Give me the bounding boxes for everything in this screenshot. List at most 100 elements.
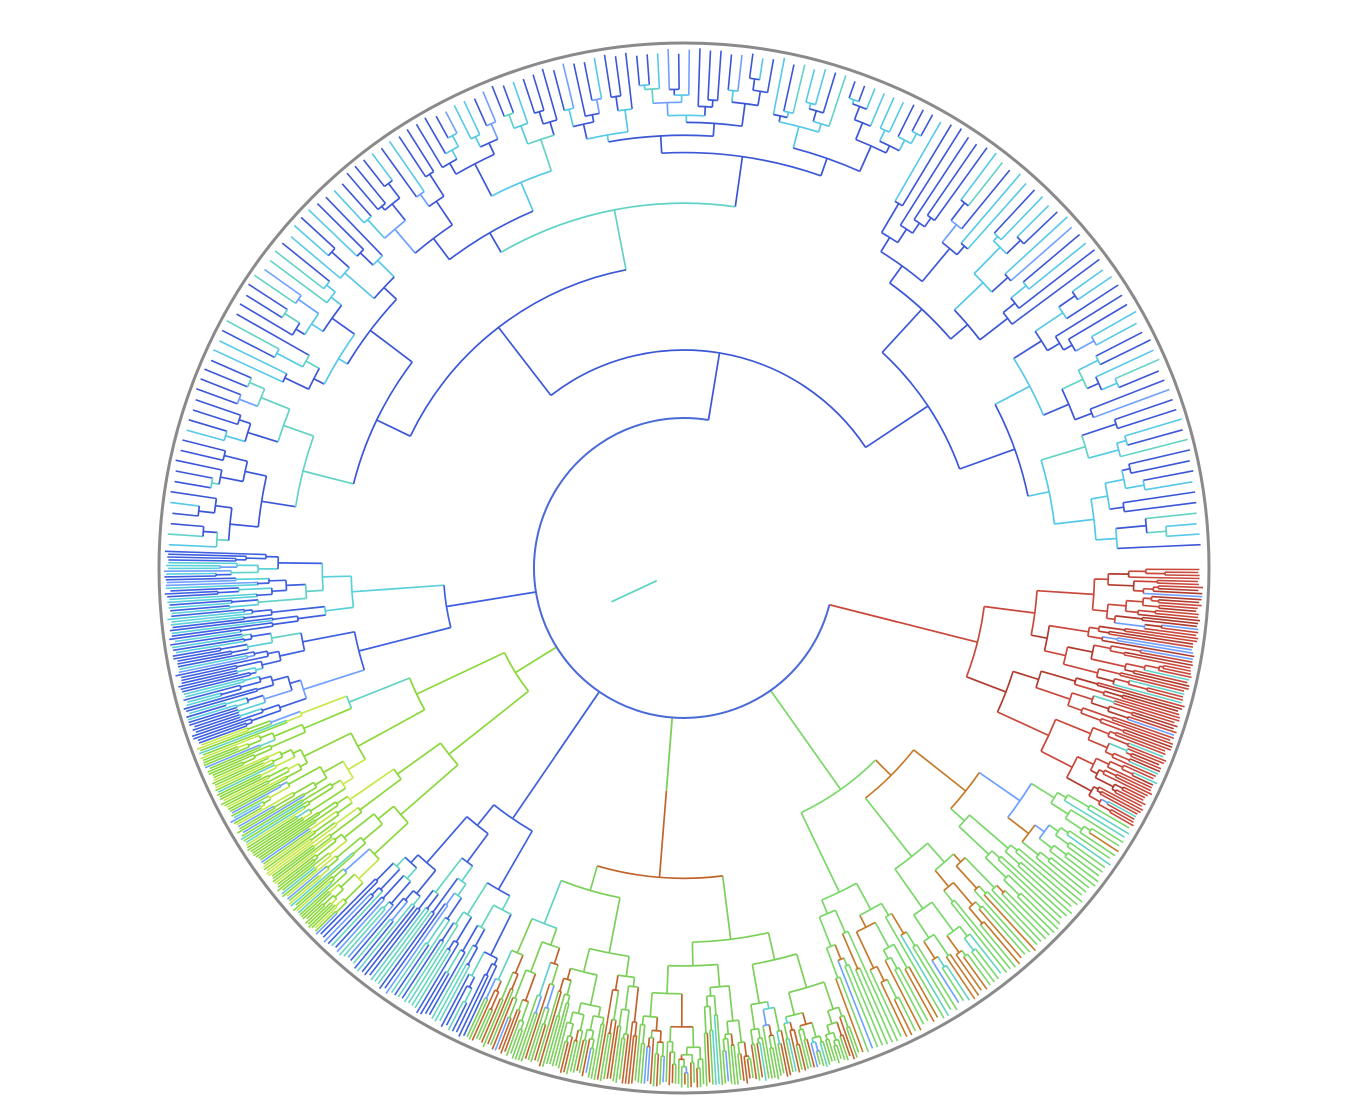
branch-radial <box>331 779 341 787</box>
branch-radial <box>1116 773 1152 792</box>
branch-radial <box>1115 615 1143 620</box>
branch-radial <box>400 764 459 816</box>
branch-radial <box>962 956 988 990</box>
branch-arc <box>270 676 275 686</box>
branch-radial <box>1123 654 1191 669</box>
branch-arc <box>724 1032 732 1036</box>
branch-radial <box>273 794 296 808</box>
branch-radial <box>267 770 290 783</box>
branch-radial <box>991 889 1042 942</box>
branch-radial <box>1158 587 1199 592</box>
branch-radial <box>1091 310 1137 338</box>
branch-arc <box>292 792 296 796</box>
branch-radial <box>482 999 504 1048</box>
branch-radial <box>296 808 310 818</box>
branch-radial <box>549 121 555 136</box>
branch-radial <box>343 908 386 957</box>
branch-radial <box>245 805 305 844</box>
branch-arc <box>309 828 312 831</box>
branch-arc <box>805 101 816 106</box>
branch-radial <box>1066 284 1119 320</box>
branch-radial <box>346 172 379 211</box>
branch-radial <box>762 1009 767 1026</box>
branch-arc <box>897 135 912 145</box>
branch-radial <box>407 924 459 1004</box>
branch-radial <box>262 703 280 712</box>
branch-arc <box>1123 435 1129 446</box>
branch-radial <box>1088 449 1119 459</box>
branch-radial <box>272 615 298 621</box>
branch-radial <box>624 1021 634 1084</box>
branch-radial <box>325 196 383 257</box>
branch-radial <box>252 818 305 854</box>
branch-arc <box>570 967 598 976</box>
branch-radial <box>347 904 394 958</box>
branch-radial <box>225 696 248 705</box>
branch-radial <box>1082 707 1113 720</box>
branch-radial <box>226 775 287 809</box>
branch-radial <box>696 1068 699 1088</box>
branch-radial <box>737 54 743 92</box>
branch-radial <box>1055 834 1069 846</box>
branch-radial <box>752 78 756 91</box>
branch-arc <box>531 917 557 930</box>
branch-radial <box>575 1029 580 1041</box>
branch-radial <box>1143 592 1203 598</box>
branch-radial <box>1129 758 1161 773</box>
branch-radial <box>455 973 486 1033</box>
branch-radial <box>806 1038 816 1068</box>
branch-radial <box>1105 751 1114 756</box>
branch-radial <box>1118 370 1160 389</box>
branch-arc <box>332 894 338 900</box>
branch-radial <box>1114 783 1124 790</box>
branch-radial <box>955 865 978 889</box>
branch-radial <box>300 890 330 918</box>
branch-radial <box>173 638 245 652</box>
branch-radial <box>274 250 325 290</box>
branch-radial <box>772 1034 782 1076</box>
branch-radial <box>340 873 356 888</box>
branch-radial <box>387 182 401 199</box>
branch-radial <box>426 916 447 945</box>
branch-arc <box>480 138 499 148</box>
branch-arc <box>1040 459 1056 525</box>
branch-radial <box>1012 670 1039 681</box>
branch-radial <box>520 181 534 212</box>
branch-radial <box>649 992 653 1017</box>
branch-radial <box>419 971 447 1015</box>
branch-radial <box>953 281 984 311</box>
branch-arc <box>833 1038 839 1042</box>
branch-radial <box>200 723 272 752</box>
branch-arc <box>1087 627 1091 637</box>
branch-radial <box>787 992 796 1016</box>
branch-arc <box>246 655 249 659</box>
branch-radial <box>1087 808 1130 835</box>
branch-radial <box>1083 825 1091 832</box>
branch-radial <box>1106 803 1135 820</box>
branch-radial <box>967 162 1004 207</box>
branch-radial <box>1028 242 1087 290</box>
branch-radial <box>688 49 691 96</box>
branch-radial <box>1142 619 1197 628</box>
branch-radial <box>192 713 240 731</box>
branch-radial <box>1058 295 1076 308</box>
branch-radial <box>1145 664 1160 670</box>
branch-radial <box>263 798 272 804</box>
branch-radial <box>1125 662 1145 669</box>
branch-radial <box>504 1010 521 1052</box>
branch-radial <box>194 711 240 728</box>
branch-arc <box>580 1002 601 1008</box>
branch-radial <box>716 964 721 987</box>
branch-radial <box>221 329 275 359</box>
branch-arc <box>381 896 385 901</box>
branch-radial <box>231 599 259 603</box>
branch-arc <box>253 651 256 656</box>
branch-radial <box>1076 677 1098 685</box>
branch-radial <box>798 1044 807 1071</box>
branch-radial <box>371 887 380 896</box>
branch-radial <box>908 966 939 1018</box>
branch-radial <box>1080 712 1102 722</box>
branch-arc <box>945 953 951 958</box>
branch-radial <box>333 190 365 224</box>
branch-radial <box>199 719 287 755</box>
